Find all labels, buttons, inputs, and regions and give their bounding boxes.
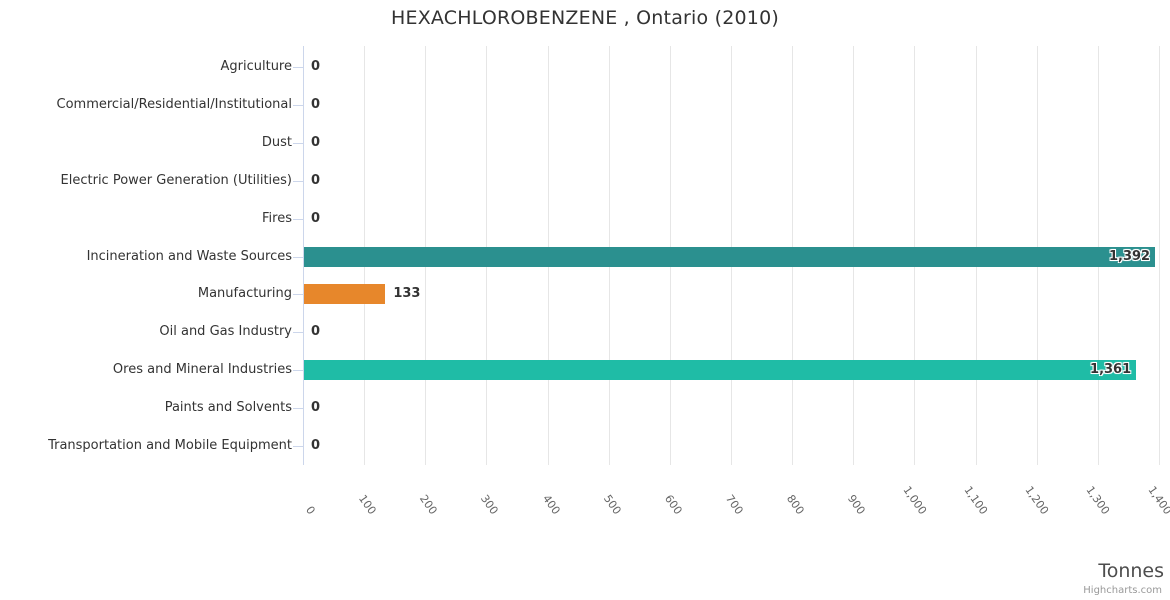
x-tick-label-text: 100 xyxy=(356,492,379,517)
bar[interactable] xyxy=(304,246,1156,267)
gridline xyxy=(1159,46,1160,465)
category-label: Electric Power Generation (Utilities) xyxy=(60,172,292,188)
x-tick-label-text: 600 xyxy=(661,492,685,517)
x-tick-label-text: 1,000 xyxy=(900,483,930,517)
category-tick xyxy=(293,294,303,296)
category-tick xyxy=(293,142,303,144)
x-tick-label-text: 0 xyxy=(302,503,318,517)
x-tick-label-text: 900 xyxy=(845,492,868,517)
data-label: 0 xyxy=(311,400,321,416)
data-label: 0 xyxy=(311,438,321,454)
bar[interactable] xyxy=(304,284,386,305)
category-tick xyxy=(293,370,303,372)
data-label: 0 xyxy=(311,134,321,150)
highcharts-credits-link[interactable]: Highcharts.com xyxy=(1083,585,1162,596)
bar[interactable] xyxy=(304,360,1137,381)
x-tick-label-text: 400 xyxy=(539,492,563,517)
x-tick-label-text: 800 xyxy=(784,492,807,517)
category-tick xyxy=(293,218,303,220)
chart-title: HEXACHLOROBENZENE , Ontario (2010) xyxy=(391,7,779,29)
x-tick-label-text: 1,200 xyxy=(1022,483,1052,517)
y-axis-line xyxy=(303,46,304,465)
data-label: 0 xyxy=(311,96,321,112)
category-tick xyxy=(293,446,303,448)
category-label: Dust xyxy=(261,134,292,150)
x-tick-label-text: 300 xyxy=(478,492,502,517)
x-axis-title: Tonnes xyxy=(1098,560,1164,582)
category-label: Agriculture xyxy=(220,58,293,74)
category-label: Oil and Gas Industry xyxy=(159,324,292,340)
category-tick xyxy=(293,408,303,410)
category-label: Fires xyxy=(262,210,292,226)
x-tick-label-text: 1,100 xyxy=(961,483,991,517)
category-tick xyxy=(293,256,303,258)
category-tick xyxy=(293,332,303,334)
x-tick-label-text: 700 xyxy=(722,492,746,517)
category-label: Manufacturing xyxy=(197,286,292,302)
data-label: 1,361 xyxy=(1090,362,1132,378)
data-label: 1,392 xyxy=(1108,248,1151,264)
data-label: 0 xyxy=(311,324,321,340)
category-label: Commercial/Residential/Institutional xyxy=(56,96,293,112)
x-tick-label-text: 200 xyxy=(417,492,440,517)
category-label: Transportation and Mobile Equipment xyxy=(48,438,292,454)
category-label: Ores and Mineral Industries xyxy=(112,362,292,378)
data-label: 0 xyxy=(311,210,321,226)
x-tick-label-text: 500 xyxy=(600,492,624,517)
category-tick xyxy=(293,66,303,68)
data-label: 0 xyxy=(311,58,321,74)
x-tick-label-text: 1,400 xyxy=(1144,483,1170,517)
data-label: 133 xyxy=(393,286,421,302)
category-label: Paints and Solvents xyxy=(164,400,292,416)
category-label: Incineration and Waste Sources xyxy=(86,248,292,264)
x-tick-label-text: 1,300 xyxy=(1083,483,1113,517)
data-label: 0 xyxy=(311,172,321,188)
category-tick xyxy=(293,104,303,106)
category-tick xyxy=(293,180,303,182)
